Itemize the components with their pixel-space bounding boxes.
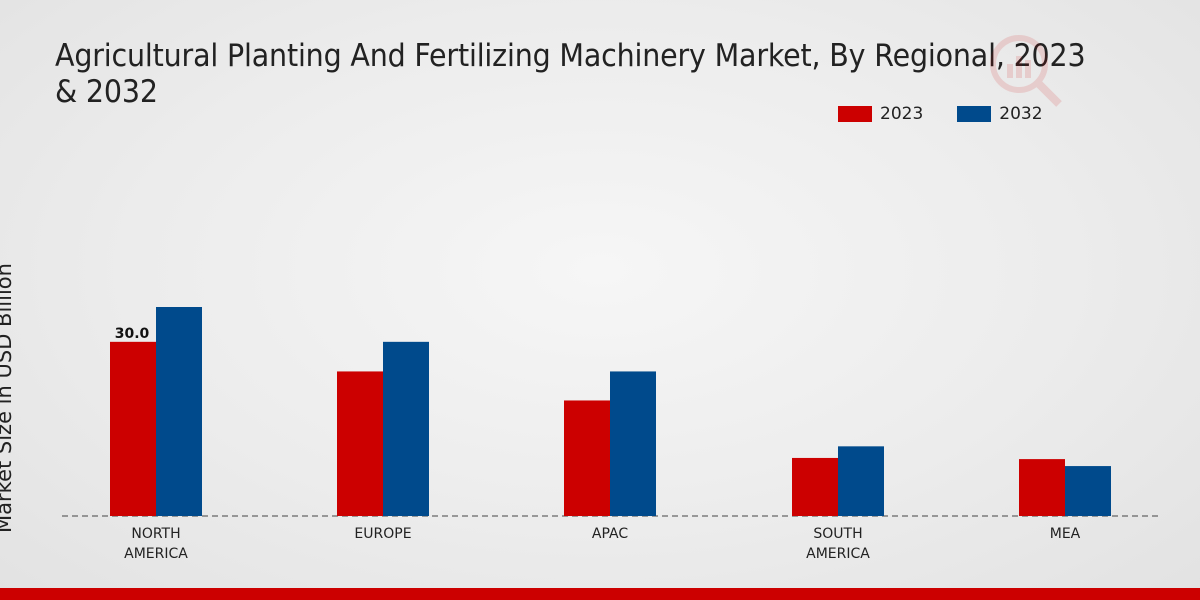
x-tick-label: AMERICA: [806, 546, 870, 562]
bar-2023-mea: [1019, 459, 1065, 516]
legend-item-2032: 2032: [957, 104, 1043, 124]
legend-item-2023: 2023: [838, 104, 923, 124]
chart-title: Agricultural Planting And Fertilizing Ma…: [55, 38, 1086, 110]
footer-bar: [0, 588, 1200, 600]
x-tick-label: AMERICA: [124, 546, 188, 562]
chart-legend: 2023 2032: [838, 104, 1043, 124]
x-tick-label: SOUTH: [813, 526, 862, 542]
x-tick-label: NORTH: [131, 526, 180, 542]
x-tick-label: APAC: [592, 526, 628, 542]
x-tick-label: MEA: [1050, 526, 1081, 542]
watermark-logo-icon: [990, 35, 1062, 107]
bar-2032-mea: [1065, 466, 1111, 516]
bar-2032-north-america: [156, 307, 202, 516]
bar-2032-south-america: [838, 446, 884, 516]
bar-2032-apac: [610, 371, 656, 516]
legend-swatch-2032: [957, 106, 992, 122]
legend-swatch-2023: [838, 106, 872, 122]
bar-2023-europe: [337, 371, 383, 516]
bar-2023-apac: [564, 400, 610, 516]
bar-2032-europe: [383, 341, 429, 516]
bar-2023-south-america: [792, 457, 838, 516]
bar-2023-north-america: [110, 341, 156, 516]
legend-label-2032: 2032: [999, 104, 1043, 124]
data-label: 30.0: [115, 326, 150, 342]
x-tick-label: EUROPE: [354, 526, 411, 542]
legend-label-2023: 2023: [880, 104, 924, 124]
